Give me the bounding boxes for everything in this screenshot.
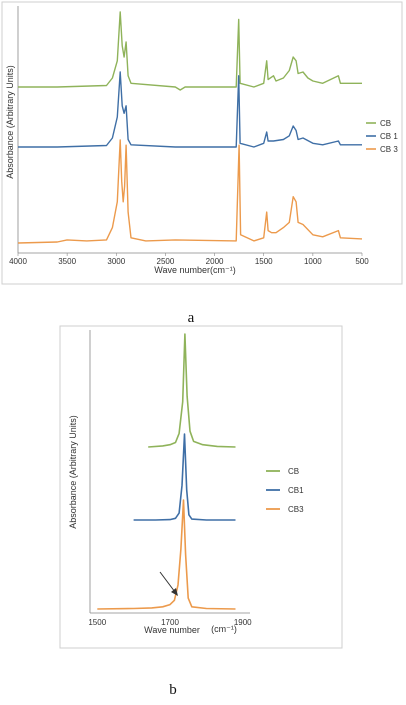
panel-b-legend: CB CB1 CB3 bbox=[266, 467, 304, 514]
panel-a-legend: CB CB 1 CB 3 bbox=[366, 119, 398, 154]
x-tick-label: 3000 bbox=[107, 257, 125, 266]
panel-b-caption: b bbox=[169, 682, 177, 698]
panel-b: Absorbance (Arbitrary Units) Wave number… bbox=[59, 325, 343, 698]
panel-b-series bbox=[97, 333, 236, 610]
series-line-cb1 bbox=[133, 433, 236, 521]
panel-a-series bbox=[17, 11, 363, 244]
x-tick-label: 1000 bbox=[304, 257, 322, 266]
panel-a-x-axis-label: Wave number(cm⁻¹) bbox=[154, 265, 235, 275]
x-tick-label: 2500 bbox=[157, 257, 175, 266]
panel-a-x-ticks: 4000 3500 3000 2500 2000 1500 1000 500 bbox=[9, 253, 369, 266]
panel-b-frame bbox=[59, 325, 343, 649]
x-tick-label: 1700 bbox=[161, 618, 179, 627]
panel-b-x-ticks: 1500 1700 1900 bbox=[88, 618, 252, 627]
x-tick-label: 4000 bbox=[9, 257, 27, 266]
x-tick-label: 2000 bbox=[206, 257, 224, 266]
panel-a-caption: a bbox=[188, 310, 195, 326]
legend-label: CB bbox=[380, 119, 391, 128]
legend-label: CB bbox=[288, 467, 299, 476]
x-tick-label: 1500 bbox=[255, 257, 273, 266]
series-line-cb bbox=[148, 333, 236, 448]
x-tick-label: 1500 bbox=[88, 618, 106, 627]
series-line-cb3 bbox=[97, 499, 236, 610]
x-tick-label: 500 bbox=[355, 257, 369, 266]
series-line-cb1 bbox=[18, 71, 362, 148]
legend-label: CB1 bbox=[288, 486, 304, 495]
series-line-cb bbox=[18, 11, 362, 91]
annotation-arrow bbox=[159, 571, 178, 596]
panel-a-frame bbox=[1, 1, 403, 285]
legend-label: CB 3 bbox=[380, 145, 398, 154]
x-tick-label: 1900 bbox=[234, 618, 252, 627]
panel-a: Absorbance (Arbitrary Units) Wave number… bbox=[1, 1, 403, 326]
panel-b-x-axis-label: Wave number bbox=[144, 625, 200, 635]
x-tick-label: 3500 bbox=[58, 257, 76, 266]
series-line-cb3 bbox=[17, 139, 363, 244]
panel-b-y-axis-label: Absorbance (Arbitrary Units) bbox=[68, 415, 78, 529]
panel-a-y-axis-label: Absorbance (Arbitrary Units) bbox=[5, 65, 15, 179]
panel-b-x-axis-unit: (cm⁻¹) bbox=[211, 624, 237, 634]
legend-label: CB3 bbox=[288, 505, 304, 514]
legend-label: CB 1 bbox=[380, 132, 398, 141]
